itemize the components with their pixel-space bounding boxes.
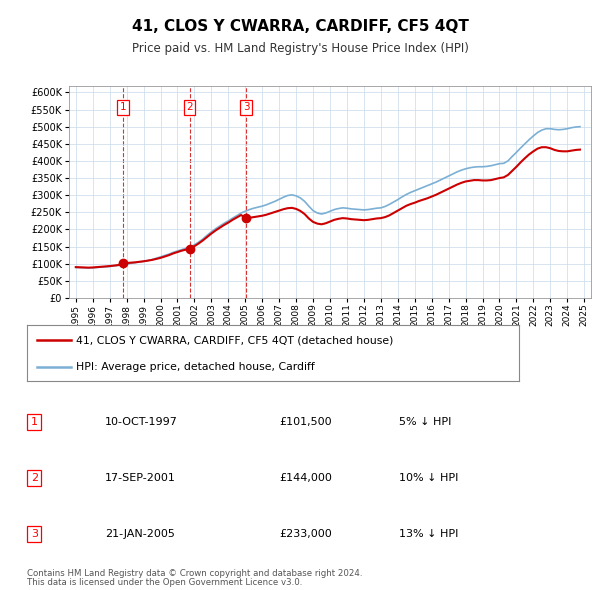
Text: 17-SEP-2001: 17-SEP-2001 [105,473,176,483]
Text: £101,500: £101,500 [279,417,332,427]
Text: 2: 2 [186,102,193,112]
Text: 10-OCT-1997: 10-OCT-1997 [105,417,178,427]
Text: 3: 3 [243,102,250,112]
Text: HPI: Average price, detached house, Cardiff: HPI: Average price, detached house, Card… [76,362,315,372]
Text: £144,000: £144,000 [279,473,332,483]
Text: 21-JAN-2005: 21-JAN-2005 [105,529,175,539]
Text: 3: 3 [31,529,38,539]
Text: 1: 1 [119,102,126,112]
Text: 13% ↓ HPI: 13% ↓ HPI [399,529,458,539]
Text: Price paid vs. HM Land Registry's House Price Index (HPI): Price paid vs. HM Land Registry's House … [131,42,469,55]
Text: 41, CLOS Y CWARRA, CARDIFF, CF5 4QT: 41, CLOS Y CWARRA, CARDIFF, CF5 4QT [131,19,469,34]
Text: £233,000: £233,000 [279,529,332,539]
Text: 2: 2 [31,473,38,483]
Text: 41, CLOS Y CWARRA, CARDIFF, CF5 4QT (detached house): 41, CLOS Y CWARRA, CARDIFF, CF5 4QT (det… [76,335,394,345]
Text: Contains HM Land Registry data © Crown copyright and database right 2024.: Contains HM Land Registry data © Crown c… [27,569,362,578]
Text: This data is licensed under the Open Government Licence v3.0.: This data is licensed under the Open Gov… [27,578,302,588]
Text: 1: 1 [31,417,38,427]
Text: 5% ↓ HPI: 5% ↓ HPI [399,417,451,427]
Text: 10% ↓ HPI: 10% ↓ HPI [399,473,458,483]
